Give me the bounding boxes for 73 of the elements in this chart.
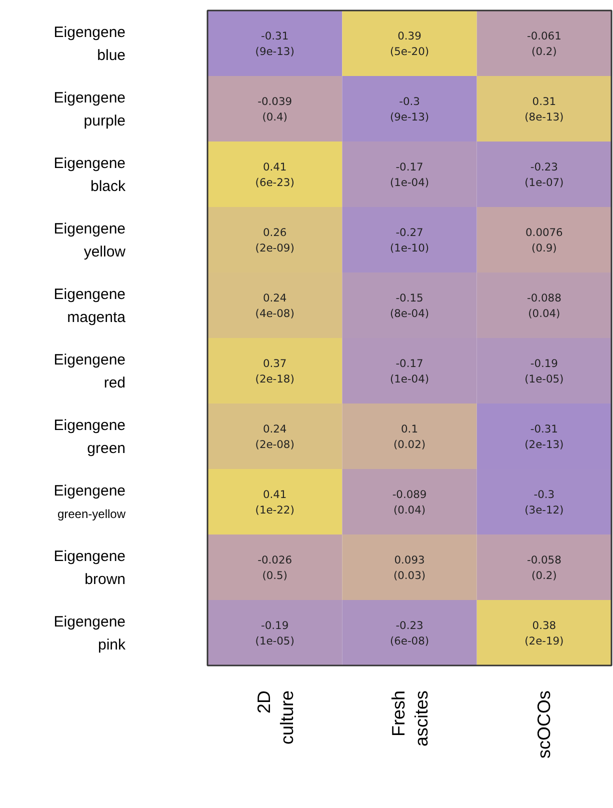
annotation: (1e-04) (390, 176, 430, 189)
y-tick-label: Eigengene pink (54, 613, 126, 654)
data-label: -0.27 (396, 226, 424, 239)
annotation: (1e-05) (524, 372, 564, 386)
annotation: (0.4) (262, 110, 288, 124)
annotation: (4e-08) (255, 306, 294, 320)
data-label: 0.0076 (526, 226, 564, 239)
annotation: (2e-13) (524, 438, 564, 451)
data-label: 0.38 (532, 618, 556, 632)
y-tick-label: Eigengene purple (54, 89, 126, 130)
annotation: (2e-08) (255, 438, 294, 451)
y-tick-label: Eigengene green (54, 416, 126, 457)
annotation: (0.03) (393, 568, 426, 582)
x-tick-label: 2D culture (254, 690, 297, 745)
annotation: (0.02) (393, 438, 426, 451)
annotation: (0.04) (393, 503, 426, 516)
data-label: -0.089 (392, 488, 427, 501)
data-label: 0.26 (262, 226, 287, 239)
annotation: (6e-08) (390, 634, 430, 648)
annotation: (1e-04) (390, 372, 430, 386)
annotation: (0.2) (532, 44, 557, 58)
data-label: -0.31 (530, 422, 558, 436)
annotation: (8e-13) (524, 110, 564, 124)
annotation: (1e-07) (524, 176, 564, 189)
annotation: (8e-04) (390, 306, 430, 320)
data-label: 0.37 (262, 356, 287, 370)
data-label: -0.19 (261, 618, 289, 632)
y-tick-label: Eigengene brown (54, 548, 126, 588)
data-label: -0.3 (399, 94, 420, 108)
annotation: (0.5) (262, 568, 288, 582)
data-label: 0.1 (401, 422, 418, 436)
data-label: -0.088 (526, 291, 562, 304)
data-label: 0.41 (262, 160, 287, 174)
annotation: (1e-05) (255, 634, 294, 648)
annotation: (0.2) (532, 568, 557, 582)
x-tick-label: Fresh ascites (388, 690, 432, 747)
data-label: -0.19 (530, 356, 558, 370)
data-label: -0.23 (530, 160, 558, 174)
annotation: (9e-13) (390, 110, 430, 124)
y-tick-label: Eigengene red (54, 351, 126, 392)
data-label: -0.3 (534, 488, 555, 501)
data-label: -0.026 (258, 553, 292, 566)
y-tick-label: Eigengene black (54, 154, 126, 195)
y-tick-label: Eigengene blue (54, 24, 126, 64)
data-label: 0.093 (394, 553, 425, 566)
annotation: (2e-09) (255, 241, 294, 254)
annotation: (0.9) (532, 241, 557, 254)
data-label: -0.15 (396, 291, 424, 304)
data-label: 0.31 (532, 94, 556, 108)
data-label: 0.39 (398, 29, 422, 42)
data-label: -0.039 (258, 94, 292, 108)
y-tick-label: Eigengene yellow (54, 220, 126, 260)
annotation: (6e-23) (255, 176, 294, 189)
annotation: (2e-19) (524, 634, 564, 648)
y-tick-label: Eigengene magenta (54, 286, 126, 326)
data-label: 0.24 (262, 291, 287, 304)
data-label: -0.31 (261, 29, 289, 42)
annotation: (1e-10) (390, 241, 430, 254)
annotation: (0.04) (528, 306, 560, 320)
data-label: 0.41 (262, 488, 287, 501)
x-tick-label: scOCOs (534, 690, 554, 758)
data-label: -0.17 (396, 160, 424, 174)
data-label: 0.24 (262, 422, 287, 436)
y-tick-label: Eigengene green-yellow (54, 482, 126, 521)
data-label: -0.061 (526, 29, 562, 42)
annotation: (5e-20) (390, 44, 430, 58)
annotation: (3e-12) (524, 503, 564, 516)
annotation: (1e-22) (255, 503, 294, 516)
data-label: -0.17 (396, 356, 424, 370)
data-label: -0.23 (396, 618, 424, 632)
annotation: (2e-18) (255, 372, 294, 386)
data-label: -0.058 (526, 553, 562, 566)
annotation: (9e-13) (255, 44, 294, 58)
